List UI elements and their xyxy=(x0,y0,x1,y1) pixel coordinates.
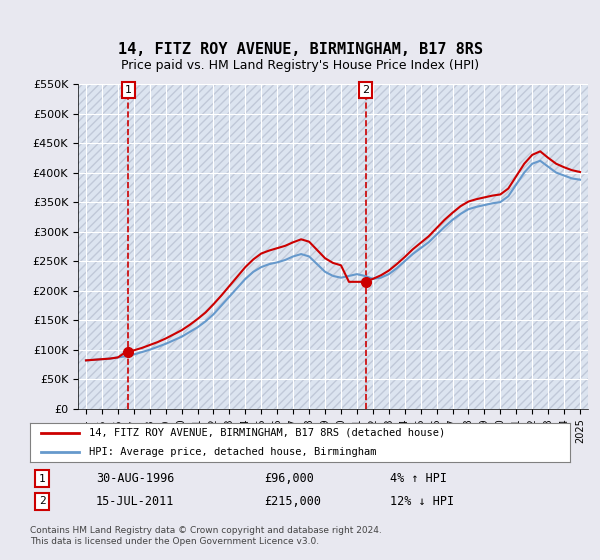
Text: 14, FITZ ROY AVENUE, BIRMINGHAM, B17 8RS (detached house): 14, FITZ ROY AVENUE, BIRMINGHAM, B17 8RS… xyxy=(89,428,446,437)
Text: 1: 1 xyxy=(38,474,46,484)
Text: 2: 2 xyxy=(38,496,46,506)
Text: Contains HM Land Registry data © Crown copyright and database right 2024.
This d: Contains HM Land Registry data © Crown c… xyxy=(30,526,382,546)
Text: 30-AUG-1996: 30-AUG-1996 xyxy=(96,472,175,486)
Text: HPI: Average price, detached house, Birmingham: HPI: Average price, detached house, Birm… xyxy=(89,447,377,457)
Text: 4% ↑ HPI: 4% ↑ HPI xyxy=(390,472,447,486)
Text: £96,000: £96,000 xyxy=(264,472,314,486)
Text: £215,000: £215,000 xyxy=(264,494,321,508)
Text: 14, FITZ ROY AVENUE, BIRMINGHAM, B17 8RS: 14, FITZ ROY AVENUE, BIRMINGHAM, B17 8RS xyxy=(118,42,482,57)
Text: 2: 2 xyxy=(362,85,369,95)
Text: 15-JUL-2011: 15-JUL-2011 xyxy=(96,494,175,508)
Text: 12% ↓ HPI: 12% ↓ HPI xyxy=(390,494,454,508)
Text: 1: 1 xyxy=(125,85,132,95)
Text: Price paid vs. HM Land Registry's House Price Index (HPI): Price paid vs. HM Land Registry's House … xyxy=(121,59,479,72)
